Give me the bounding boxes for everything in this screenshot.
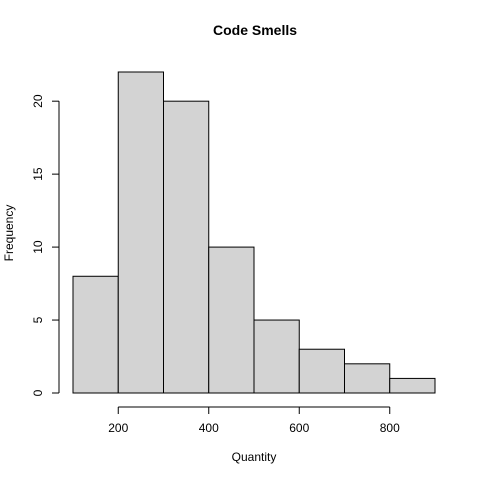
histogram-bar-1 (117, 71, 164, 394)
y-axis: 0 5 10 15 20 (31, 94, 60, 396)
y-tick-label-2: 10 (31, 240, 45, 254)
x-tick-label-3: 800 (380, 421, 400, 435)
chart-title: Code Smells (213, 22, 297, 38)
histogram-bar-7 (389, 377, 436, 394)
y-tick-label-1: 5 (31, 316, 45, 323)
x-axis-label: Quantity (232, 450, 277, 464)
y-axis-label: Frequency (2, 205, 16, 262)
y-tick-label-0: 0 (31, 389, 45, 396)
histogram-bar-5 (298, 348, 345, 394)
y-tick-label-3: 15 (31, 167, 45, 181)
histogram-bar-0 (72, 275, 119, 394)
histogram-bar-2 (163, 100, 210, 394)
y-tick-label-4: 20 (31, 94, 45, 108)
histogram-bar-4 (253, 319, 300, 394)
x-tick-label-1: 400 (199, 421, 219, 435)
x-axis: 200 400 600 800 (108, 406, 400, 435)
histogram-bar-6 (344, 363, 391, 394)
bars-group (72, 71, 436, 394)
histogram-bar-3 (208, 246, 255, 394)
x-tick-label-2: 600 (289, 421, 309, 435)
x-tick-label-0: 200 (108, 421, 128, 435)
